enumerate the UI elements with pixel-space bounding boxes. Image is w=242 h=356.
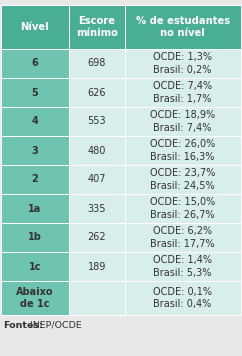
Text: OCDE: 18,9%
Brasil: 7,4%: OCDE: 18,9% Brasil: 7,4%	[150, 110, 215, 133]
Text: OCDE: 1,3%
Brasil: 0,2%: OCDE: 1,3% Brasil: 0,2%	[153, 52, 212, 75]
Text: Escore
mínimo: Escore mínimo	[76, 16, 118, 38]
Text: 553: 553	[88, 116, 106, 126]
Bar	[125, 223, 241, 252]
Text: 2: 2	[31, 174, 38, 184]
Text: 1b: 1b	[28, 232, 42, 242]
Bar	[1, 49, 69, 78]
Bar	[125, 165, 241, 194]
Bar	[69, 252, 125, 281]
Bar	[69, 136, 125, 165]
Bar	[69, 5, 125, 49]
Bar	[125, 136, 241, 165]
Bar	[125, 49, 241, 78]
Bar	[1, 107, 69, 136]
Bar	[1, 5, 69, 49]
Bar	[1, 223, 69, 252]
Text: % de estudantes
no nível: % de estudantes no nível	[136, 16, 230, 38]
Bar	[125, 78, 241, 107]
Text: OCDE: 15,0%
Brasil: 26,7%: OCDE: 15,0% Brasil: 26,7%	[150, 197, 215, 220]
Text: 6: 6	[31, 58, 38, 68]
Bar	[125, 107, 241, 136]
Bar	[69, 49, 125, 78]
Text: 4: 4	[31, 116, 38, 126]
Bar	[125, 194, 241, 223]
Text: INEP/OCDE: INEP/OCDE	[28, 321, 82, 330]
Text: OCDE: 26,0%
Brasil: 16,3%: OCDE: 26,0% Brasil: 16,3%	[150, 139, 215, 162]
Text: 407: 407	[88, 174, 106, 184]
Bar	[69, 78, 125, 107]
Text: 698: 698	[88, 58, 106, 68]
Text: 335: 335	[88, 204, 106, 214]
Text: 3: 3	[31, 146, 38, 156]
Text: Fontes:: Fontes:	[3, 321, 43, 330]
Bar	[69, 223, 125, 252]
Bar	[69, 194, 125, 223]
Text: Nível: Nível	[21, 22, 49, 32]
Bar	[1, 136, 69, 165]
Bar	[1, 281, 69, 315]
Text: 262: 262	[88, 232, 106, 242]
Bar	[1, 165, 69, 194]
Text: 189: 189	[88, 262, 106, 272]
Text: OCDE: 7,4%
Brasil: 1,7%: OCDE: 7,4% Brasil: 1,7%	[153, 81, 212, 104]
Text: Abaixo
de 1c: Abaixo de 1c	[16, 287, 53, 309]
Bar	[1, 252, 69, 281]
Text: OCDE: 23,7%
Brasil: 24,5%: OCDE: 23,7% Brasil: 24,5%	[150, 168, 215, 191]
Text: OCDE: 6,2%
Brasil: 17,7%: OCDE: 6,2% Brasil: 17,7%	[150, 226, 215, 249]
Bar	[1, 194, 69, 223]
Text: 1a: 1a	[28, 204, 41, 214]
Text: OCDE: 0,1%
Brasil: 0,4%: OCDE: 0,1% Brasil: 0,4%	[153, 287, 212, 309]
Text: 480: 480	[88, 146, 106, 156]
Text: OCDE: 1,4%
Brasil: 5,3%: OCDE: 1,4% Brasil: 5,3%	[153, 255, 212, 278]
Text: 1c: 1c	[29, 262, 41, 272]
Bar	[69, 165, 125, 194]
Bar	[69, 281, 125, 315]
Text: 5: 5	[31, 88, 38, 98]
Bar	[125, 5, 241, 49]
Bar	[125, 281, 241, 315]
Text: 626: 626	[88, 88, 106, 98]
Bar	[69, 107, 125, 136]
Bar	[1, 78, 69, 107]
Bar	[125, 252, 241, 281]
